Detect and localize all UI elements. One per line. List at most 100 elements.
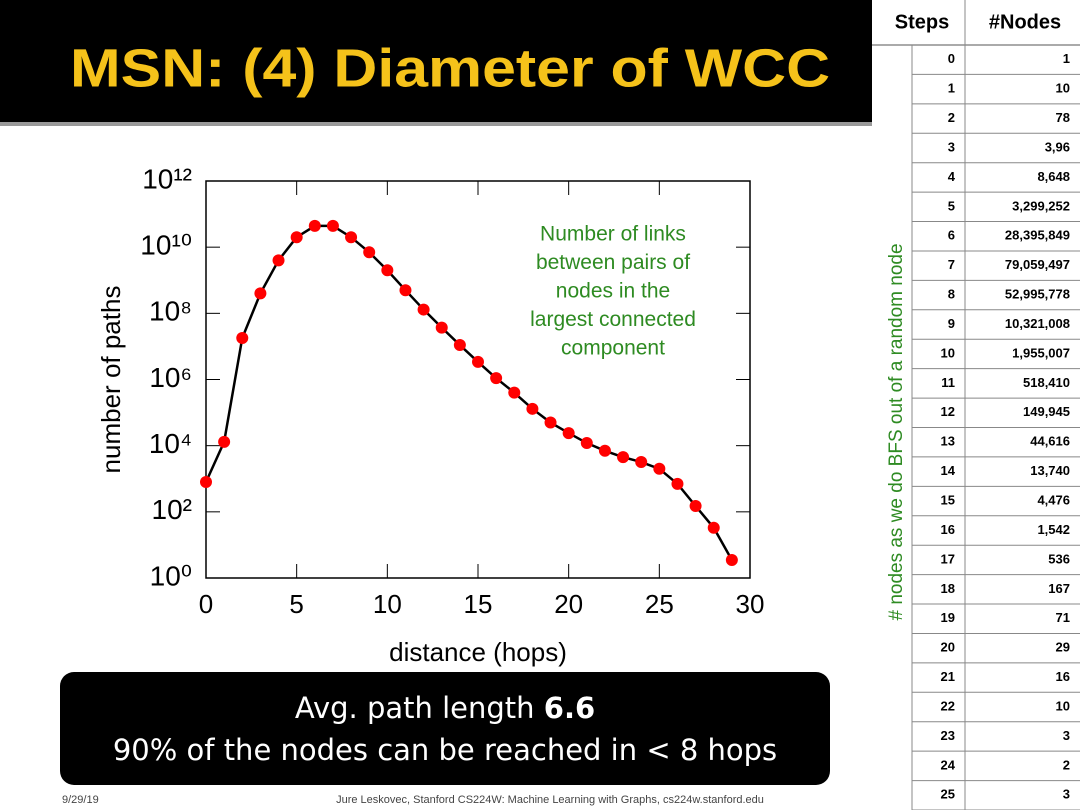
data-point: [526, 402, 539, 415]
table-cell: 10: [941, 345, 955, 360]
table-cell: 12: [941, 404, 955, 419]
table-header: #Nodes: [989, 11, 1061, 33]
data-point: [218, 435, 231, 448]
table-cell: 10: [1056, 81, 1070, 96]
table-cell: 13: [941, 434, 955, 449]
data-point: [381, 264, 394, 277]
y-tick-label: 10⁸: [149, 296, 192, 327]
y-tick-label: 10⁰: [150, 560, 192, 591]
data-point: [453, 339, 466, 352]
x-tick-label: 20: [554, 589, 583, 619]
data-point: [580, 437, 593, 450]
table-cell: 518,410: [1023, 375, 1070, 390]
x-tick-label: 5: [289, 589, 303, 619]
summary-line: Avg. path length 6.6: [295, 691, 595, 725]
side-label: # nodes as we do BFS out of a random nod…: [886, 243, 907, 620]
table-cell: 536: [1048, 551, 1070, 566]
table-cell: 3: [948, 139, 955, 154]
table-cell: 18: [941, 581, 955, 596]
annotation: component: [561, 337, 665, 360]
table-cell: 6: [948, 228, 955, 243]
table-cell: 78: [1056, 110, 1070, 125]
annotation: between pairs of: [536, 251, 690, 274]
table-cell: 14: [941, 463, 956, 478]
data-point: [508, 386, 521, 399]
annotation: largest connected: [530, 308, 696, 331]
data-point: [236, 331, 249, 344]
data-point: [272, 254, 285, 267]
table-cell: 17: [941, 551, 955, 566]
table-cell: 2: [1063, 757, 1070, 772]
data-point: [326, 219, 339, 232]
data-point: [417, 303, 430, 316]
table-cell: 15: [941, 492, 955, 507]
table-cell: 3,96: [1045, 139, 1070, 154]
x-tick-label: 30: [736, 589, 765, 619]
table-cell: 21: [941, 669, 955, 684]
table-cell: 11: [941, 375, 955, 390]
table-cell: 1,542: [1037, 522, 1070, 537]
table-cell: 8,648: [1037, 169, 1070, 184]
header-rule: [0, 122, 872, 126]
table-cell: 9: [948, 316, 955, 331]
table-cell: 7: [948, 257, 955, 272]
summary-line: 90% of the nodes can be reached in < 8 h…: [113, 733, 777, 767]
data-point: [598, 444, 611, 457]
x-tick-label: 15: [464, 589, 493, 619]
table-cell: 79,059,497: [1005, 257, 1070, 272]
header-bar: [0, 0, 872, 122]
table-cell: 28,395,849: [1005, 228, 1070, 243]
data-point: [689, 500, 702, 513]
table-cell: 20: [941, 640, 955, 655]
table-cell: 1: [1063, 51, 1070, 66]
x-tick-label: 0: [199, 589, 213, 619]
table-cell: 1,955,007: [1012, 345, 1070, 360]
table-cell: 10,321,008: [1005, 316, 1070, 331]
table-header: Steps: [895, 11, 949, 33]
table-cell: 22: [941, 698, 955, 713]
table-cell: 149,945: [1023, 404, 1070, 419]
table-cell: 29: [1056, 640, 1070, 655]
data-point: [707, 521, 720, 534]
x-tick-label: 10: [373, 589, 402, 619]
y-tick-label: 10¹⁰: [140, 230, 192, 261]
table-cell: 3: [1063, 728, 1070, 743]
slide-title: MSN: (4) Diameter of WCC: [70, 38, 830, 98]
table-cell: 71: [1056, 610, 1070, 625]
annotation: nodes in the: [556, 280, 670, 303]
data-point: [725, 554, 738, 567]
table-cell: 4: [948, 169, 956, 184]
table-cell: 10: [1056, 698, 1070, 713]
table-cell: 44,616: [1030, 434, 1070, 449]
data-point: [562, 427, 575, 440]
data-point: [635, 456, 648, 469]
y-tick-label: 10²: [152, 494, 192, 525]
data-point: [490, 372, 503, 385]
data-point: [308, 219, 321, 232]
y-tick-label: 10⁴: [149, 428, 192, 459]
data-point: [363, 246, 376, 259]
table-cell: 1: [948, 81, 955, 96]
data-point: [472, 355, 484, 368]
table-cell: 3,299,252: [1012, 198, 1070, 213]
data-point: [653, 462, 666, 475]
data-point: [399, 284, 412, 297]
table-cell: 16: [941, 522, 955, 537]
data-point: [617, 451, 630, 464]
table-cell: 167: [1048, 581, 1070, 596]
data-line: [204, 224, 733, 561]
table-cell: 5: [948, 198, 955, 213]
table-cell: 52,995,778: [1005, 287, 1070, 302]
data-point: [435, 321, 448, 334]
table-cell: 3: [1063, 787, 1070, 802]
data-point: [200, 475, 212, 488]
data-point: [544, 416, 557, 429]
y-tick-label: 10⁶: [149, 362, 192, 393]
table-cell: 25: [941, 787, 955, 802]
x-axis-label: distance (hops): [389, 637, 567, 667]
table-cell: 13,740: [1030, 463, 1070, 478]
table-cell: 23: [941, 728, 955, 743]
x-tick-label: 25: [645, 589, 674, 619]
summary-text: Avg. path length: [295, 691, 535, 725]
